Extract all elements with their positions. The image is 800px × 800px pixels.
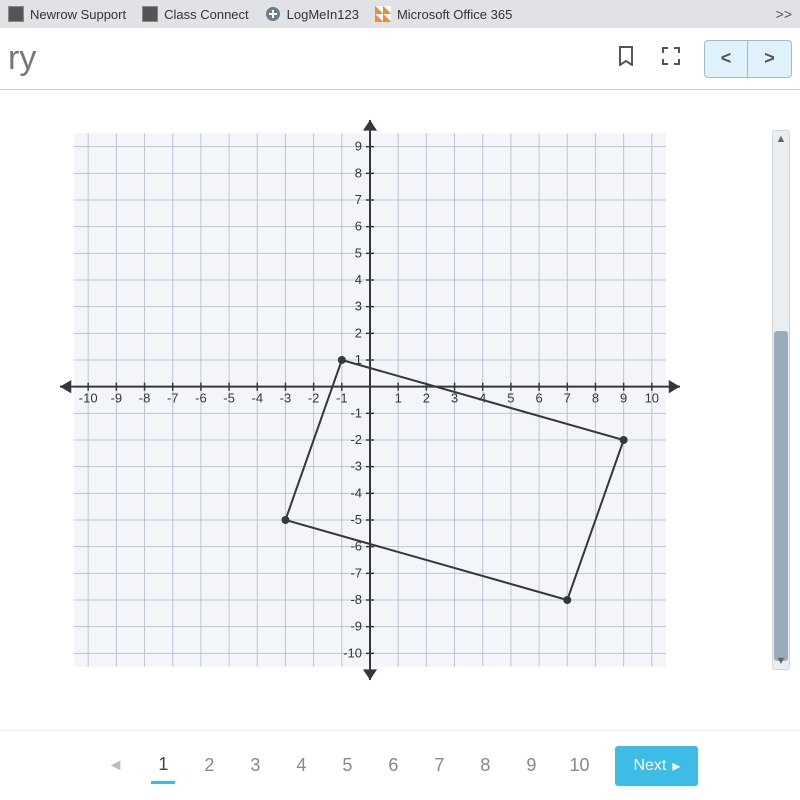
svg-text:8: 8	[592, 391, 599, 406]
bookmark-label: Microsoft Office 365	[397, 7, 512, 22]
app-header: ry < >	[0, 28, 800, 90]
scroll-up-icon[interactable]: ▲	[773, 133, 789, 145]
page-4[interactable]: 4	[289, 749, 313, 782]
next-label: Next	[633, 757, 666, 775]
svg-text:8: 8	[355, 165, 362, 180]
svg-text:5: 5	[355, 245, 362, 260]
svg-text:6: 6	[355, 219, 362, 234]
svg-text:-8: -8	[350, 592, 362, 607]
svg-text:7: 7	[564, 391, 571, 406]
svg-text:9: 9	[355, 139, 362, 154]
bookmark-label: Newrow Support	[30, 7, 126, 22]
play-icon: ▸	[672, 756, 680, 776]
plus-circle-icon	[265, 6, 281, 22]
fullscreen-icon[interactable]	[658, 43, 684, 74]
bookmark-label: Class Connect	[164, 7, 249, 22]
svg-text:-2: -2	[350, 432, 362, 447]
svg-text:-8: -8	[139, 391, 151, 406]
svg-text:-1: -1	[350, 405, 362, 420]
bookmark-logmein[interactable]: LogMeIn123	[265, 6, 359, 22]
svg-text:6: 6	[535, 391, 542, 406]
svg-text:9: 9	[620, 391, 627, 406]
chevron-left-icon: <	[721, 48, 732, 69]
svg-text:4: 4	[479, 391, 486, 406]
bookmarks-overflow[interactable]: >>	[776, 6, 792, 22]
svg-text:-2: -2	[308, 391, 320, 406]
scroll-down-icon[interactable]: ▼	[773, 655, 789, 667]
bookmark-label: LogMeIn123	[287, 7, 359, 22]
svg-text:2: 2	[423, 391, 430, 406]
scroll-thumb[interactable]	[774, 331, 788, 661]
page-10[interactable]: 10	[565, 749, 593, 782]
page-3[interactable]: 3	[243, 749, 267, 782]
svg-text:-10: -10	[343, 645, 362, 660]
bookmark-newrow[interactable]: Newrow Support	[8, 6, 126, 22]
page-5[interactable]: 5	[335, 749, 359, 782]
svg-text:10: 10	[645, 391, 659, 406]
pagination: ◄ 1 2 3 4 5 6 7 8 9 10 Next ▸	[0, 730, 800, 800]
svg-text:2: 2	[355, 325, 362, 340]
svg-text:-1: -1	[336, 391, 348, 406]
svg-text:-9: -9	[111, 391, 123, 406]
svg-text:-7: -7	[350, 565, 362, 580]
bookmark-ms365[interactable]: Microsoft Office 365	[375, 6, 512, 22]
page-title: ry	[8, 39, 36, 78]
chevron-right-icon: >	[764, 48, 775, 69]
svg-text:3: 3	[355, 299, 362, 314]
next-button[interactable]: >	[748, 40, 792, 78]
page-8[interactable]: 8	[473, 749, 497, 782]
svg-text:1: 1	[395, 391, 402, 406]
page-6[interactable]: 6	[381, 749, 405, 782]
pager-prev[interactable]: ◄	[102, 751, 130, 781]
vertical-scrollbar[interactable]: ▲ ▼	[772, 130, 790, 670]
svg-text:-4: -4	[251, 391, 263, 406]
header-toolbar: < >	[614, 40, 792, 78]
pager-next-button[interactable]: Next ▸	[615, 746, 698, 786]
svg-text:7: 7	[355, 192, 362, 207]
coordinate-grid-chart: -10 -9 -8 -7 -6 -5 -4 -3 -2 -1 1 2 3 4 5 6 7 8 9 10 -10 -9 -8 -…	[60, 120, 680, 680]
svg-text:-5: -5	[223, 391, 235, 406]
svg-text:-4: -4	[350, 485, 362, 500]
svg-text:-10: -10	[79, 391, 98, 406]
svg-text:-5: -5	[350, 512, 362, 527]
bookmark-ribbon-icon[interactable]	[614, 42, 638, 75]
svg-text:-7: -7	[167, 391, 179, 406]
bookmark-icon	[8, 6, 24, 22]
content-area: -10 -9 -8 -7 -6 -5 -4 -3 -2 -1 1 2 3 4 5 6 7 8 9 10 -10 -9 -8 -…	[0, 90, 800, 730]
chart-svg: -10 -9 -8 -7 -6 -5 -4 -3 -2 -1 1 2 3 4 5 6 7 8 9 10 -10 -9 -8 -…	[60, 120, 680, 680]
prev-button[interactable]: <	[704, 40, 748, 78]
ms-office-icon	[375, 6, 391, 22]
bookmark-class-connect[interactable]: Class Connect	[142, 6, 249, 22]
page-2[interactable]: 2	[197, 749, 221, 782]
svg-text:-3: -3	[350, 459, 362, 474]
bookmark-icon	[142, 6, 158, 22]
nav-buttons: < >	[704, 40, 792, 78]
page-1[interactable]: 1	[151, 748, 175, 784]
svg-text:-9: -9	[350, 619, 362, 634]
page-7[interactable]: 7	[427, 749, 451, 782]
browser-bookmarks-bar: Newrow Support Class Connect LogMeIn123 …	[0, 0, 800, 28]
svg-text:4: 4	[355, 272, 362, 287]
svg-text:-3: -3	[280, 391, 292, 406]
svg-text:5: 5	[507, 391, 514, 406]
page-9[interactable]: 9	[519, 749, 543, 782]
svg-text:-6: -6	[195, 391, 207, 406]
